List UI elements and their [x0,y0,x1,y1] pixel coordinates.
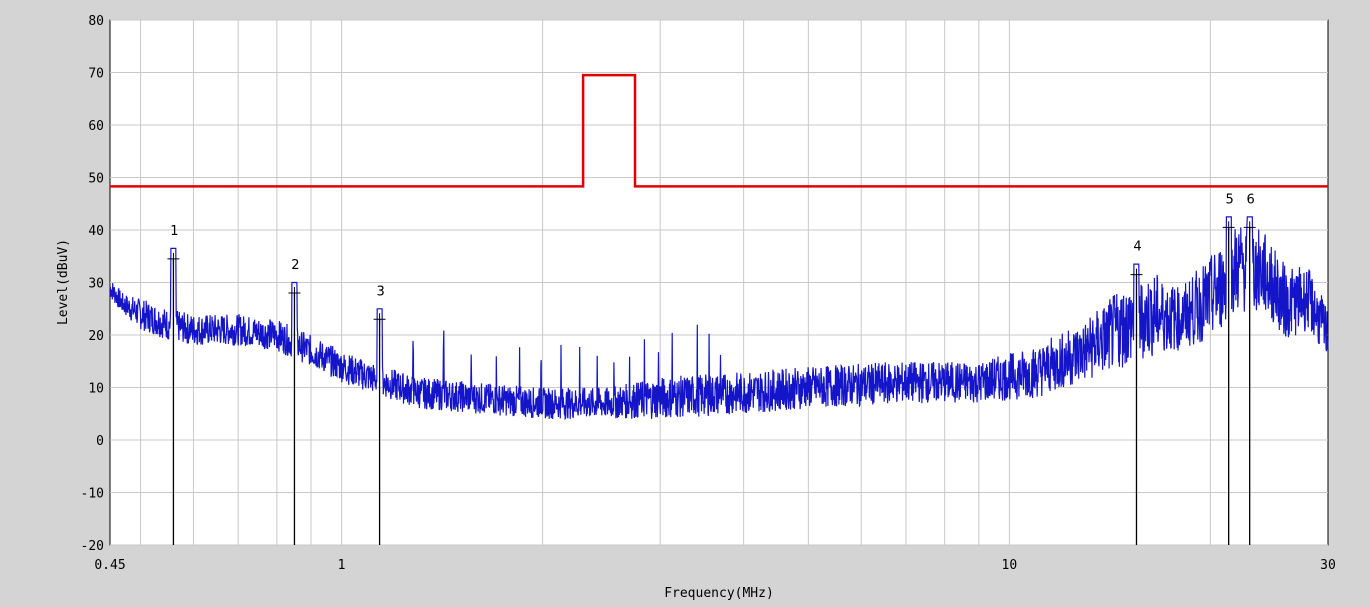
marker-4-label: 4 [1133,240,1141,255]
y-tick-label: 60 [88,119,104,134]
limit-series [110,73,1328,188]
y-tick-labels: 80 70 60 50 40 30 20 10 0 -10 -20 [81,14,104,554]
y-tick-label: 10 [88,382,104,397]
marker-2-label: 2 [291,258,299,273]
marker-1-label: 1 [170,224,178,239]
marker-6-symbol [1243,221,1256,234]
y-tick-label: 20 [88,329,104,344]
y-tick-label: 30 [88,277,104,292]
limit-line [110,73,1328,188]
y-tick-label: 40 [88,224,104,239]
x-tick-label: 30 [1320,558,1336,573]
marker-6-label: 6 [1247,192,1255,207]
trace-series [109,216,1329,421]
y-tick-label: 0 [96,434,104,449]
marker-5-label: 5 [1226,192,1234,207]
y-tick-label: 70 [88,67,104,82]
marker-3-symbol [373,313,386,326]
marker-3-label: 3 [376,284,384,299]
marker-4-symbol [1130,268,1143,281]
x-tick-label: 0.45 [94,558,125,573]
y-tick-label: 80 [88,14,104,29]
y-tick-label: 50 [88,172,104,187]
measurement-trace [109,216,1329,421]
x-tick-label: 1 [338,558,346,573]
markers: 1 2 3 4 5 6 [167,192,1256,545]
x-tick-labels: 0.45 1 10 30 [94,558,1335,573]
marker-1-symbol [167,252,180,265]
x-axis-label: Frequency(MHz) [664,586,774,601]
x-tick-label: 10 [1002,558,1018,573]
marker-5-symbol [1222,221,1235,234]
y-tick-label: -10 [81,487,104,502]
marker-2-symbol [288,287,301,299]
y-tick-label: -20 [81,539,104,554]
y-axis-label: Level(dBuV) [56,239,71,325]
